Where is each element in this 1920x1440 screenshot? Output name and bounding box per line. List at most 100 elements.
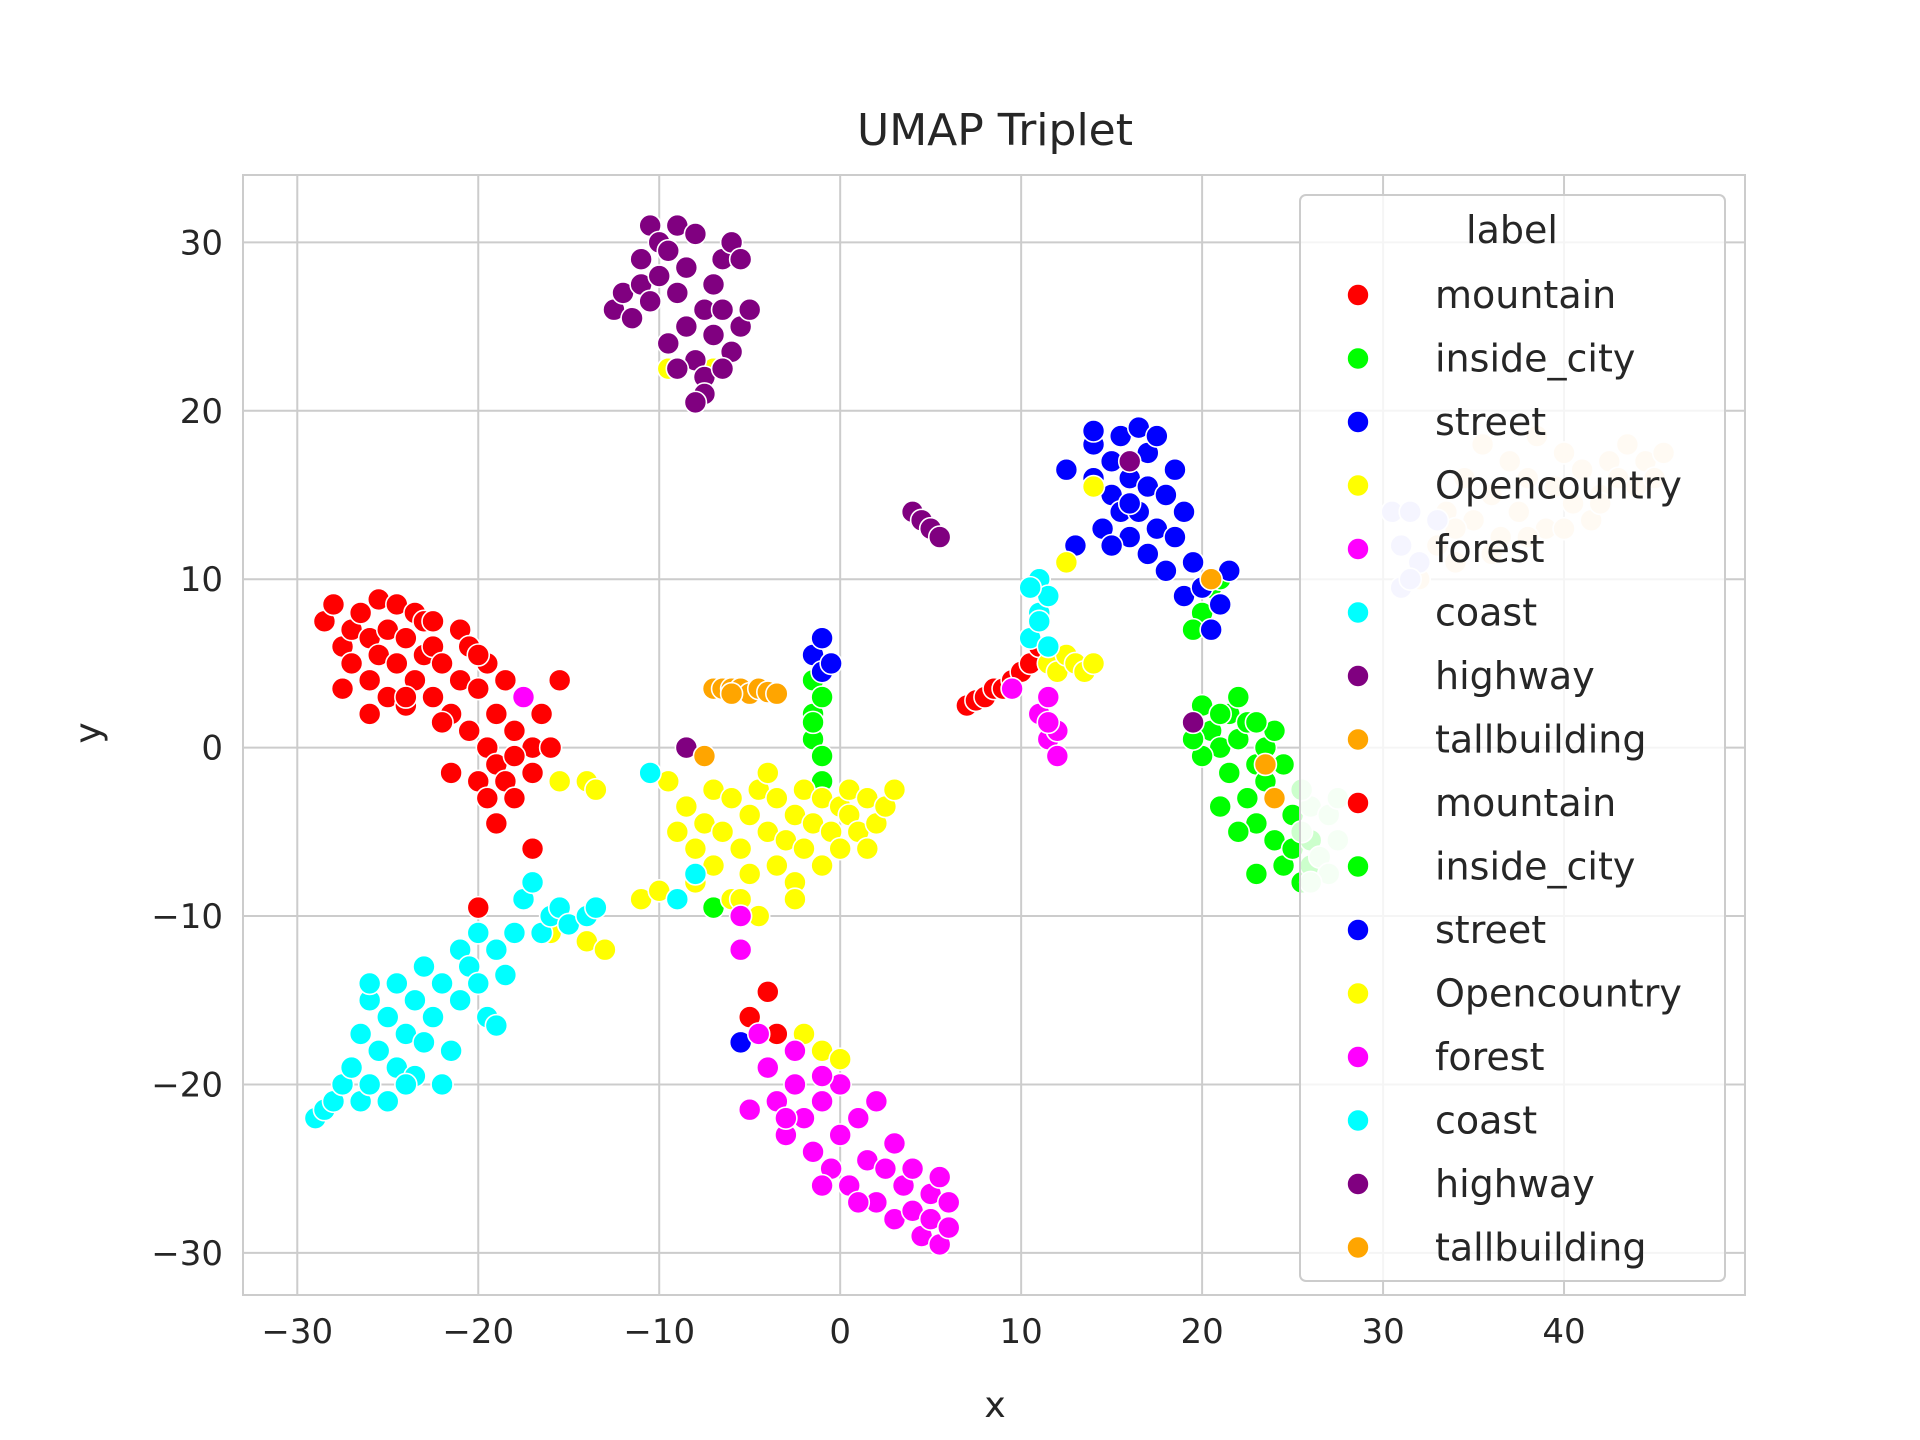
data-point: [348, 601, 373, 625]
x-tick-label: −10: [623, 1312, 695, 1352]
data-point: [1181, 550, 1205, 575]
data-point: [882, 1131, 907, 1156]
series-street: [728, 415, 1242, 1055]
data-point: [846, 1106, 871, 1130]
data-point: [1154, 558, 1178, 583]
legend-entry-label: street: [1435, 908, 1546, 952]
data-point: [810, 626, 834, 650]
legend-marker: [1346, 410, 1370, 434]
legend-entry-label: mountain: [1435, 273, 1616, 317]
data-point: [828, 1047, 852, 1072]
data-point: [493, 963, 518, 987]
data-point: [375, 1005, 400, 1029]
data-point: [629, 247, 653, 272]
x-tick-label: 10: [1000, 1312, 1043, 1352]
data-point: [701, 272, 726, 297]
data-point: [1117, 449, 1142, 474]
data-point: [728, 904, 753, 928]
legend-marker: [1346, 918, 1370, 942]
data-point: [412, 954, 436, 979]
data-point: [538, 735, 563, 760]
data-point: [683, 862, 708, 886]
legend-entry-label: Opencountry: [1435, 972, 1682, 1016]
data-point: [765, 786, 789, 810]
data-point: [403, 988, 427, 1013]
data-point: [692, 744, 717, 768]
data-point: [466, 895, 491, 920]
data-point: [1235, 786, 1260, 810]
y-tick-label: 20: [180, 392, 223, 432]
data-point: [765, 853, 789, 878]
data-point: [421, 609, 445, 634]
data-point: [810, 1064, 834, 1088]
data-point: [484, 811, 509, 836]
data-point: [1081, 419, 1106, 443]
data-point: [375, 1089, 400, 1114]
data-point: [656, 331, 681, 356]
data-point: [864, 1089, 889, 1114]
y-tick-label: 10: [180, 560, 223, 600]
y-tick-labels: −30 −20 −10 0 10 20 30: [151, 223, 223, 1274]
series-highway: [602, 213, 1205, 760]
data-point: [801, 1140, 825, 1164]
data-point: [674, 255, 699, 280]
data-point: [502, 744, 527, 768]
data-point: [638, 289, 662, 314]
legend-marker: [1346, 1108, 1370, 1133]
data-point: [448, 988, 472, 1013]
data-point: [620, 306, 644, 330]
data-point: [719, 681, 744, 706]
data-point: [1036, 634, 1061, 659]
data-point: [846, 1190, 871, 1215]
data-point: [385, 651, 409, 676]
legend-marker: [1346, 473, 1370, 498]
data-point: [484, 1013, 509, 1038]
legend-entry-label: highway: [1435, 654, 1595, 698]
data-point: [1054, 457, 1079, 482]
data-point: [1163, 525, 1187, 549]
data-point: [439, 1038, 463, 1063]
data-point: [755, 980, 780, 1004]
data-point: [348, 1022, 373, 1046]
data-point: [1027, 609, 1052, 634]
data-point: [819, 651, 843, 676]
data-point: [1054, 550, 1079, 575]
data-point: [430, 971, 454, 996]
data-point: [638, 761, 662, 785]
data-point: [430, 651, 454, 676]
data-point: [873, 1156, 898, 1181]
data-point: [936, 1190, 961, 1215]
legend-marker: [1346, 854, 1370, 879]
y-tick-label: 30: [180, 223, 223, 263]
data-point: [502, 718, 527, 743]
data-point: [1244, 710, 1269, 735]
legend-entry-label: coast: [1435, 1099, 1537, 1143]
data-point: [737, 862, 762, 886]
data-point: [466, 643, 491, 667]
data-point: [366, 1038, 391, 1063]
legend-entry-label: coast: [1435, 591, 1537, 635]
data-point: [357, 702, 382, 726]
y-tick-label: −20: [151, 1065, 223, 1105]
series-coast: [303, 567, 1061, 1130]
x-tick-labels: −30 −20 −10 0 10 20 30 40: [261, 1312, 1585, 1352]
data-point: [547, 769, 572, 794]
y-tick-label: −10: [151, 897, 223, 937]
data-point: [1145, 424, 1169, 448]
data-point: [1081, 651, 1106, 676]
data-point: [394, 1072, 418, 1097]
data-point: [728, 937, 753, 962]
data-point: [511, 685, 536, 709]
data-point: [665, 281, 690, 305]
data-point: [710, 820, 735, 844]
data-point: [1000, 676, 1024, 701]
data-point: [593, 937, 617, 962]
data-point: [792, 836, 816, 861]
data-point: [719, 786, 744, 810]
data-point: [321, 592, 346, 617]
series-forest: [511, 676, 1070, 1257]
data-point: [1208, 702, 1233, 726]
data-point: [430, 1072, 454, 1097]
data-point: [394, 626, 418, 650]
